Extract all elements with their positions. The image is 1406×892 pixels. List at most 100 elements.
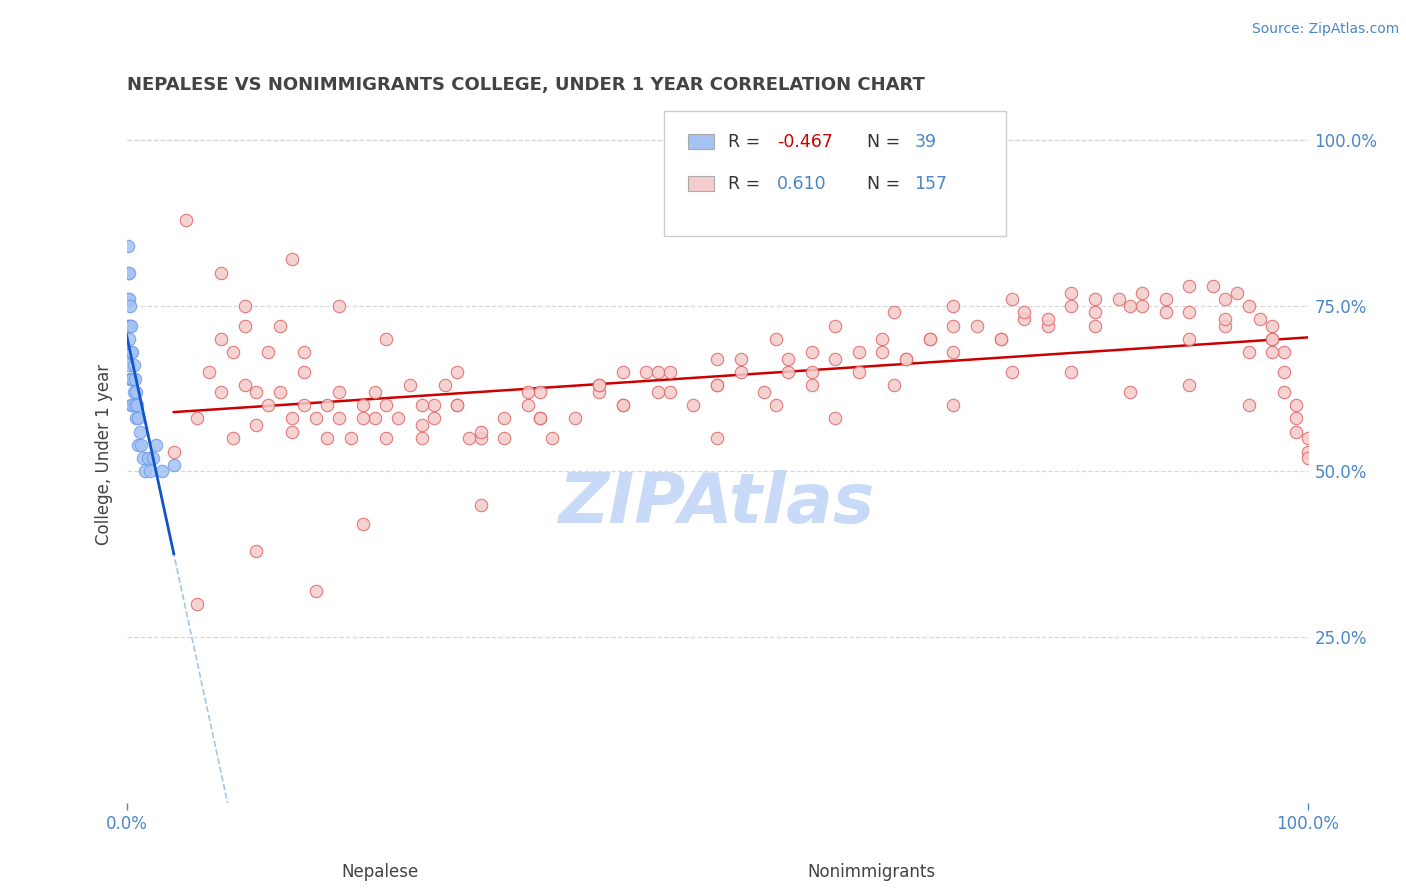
Point	[848, 365, 870, 379]
Point	[1012, 312, 1035, 326]
Point	[942, 345, 965, 359]
Point	[120, 345, 142, 359]
Point	[1036, 318, 1059, 333]
Point	[174, 212, 197, 227]
Point	[446, 365, 468, 379]
Point	[120, 318, 142, 333]
Point	[222, 345, 245, 359]
Point	[269, 318, 291, 333]
Point	[120, 318, 142, 333]
Point	[124, 398, 146, 412]
Point	[765, 332, 787, 346]
Point	[1237, 299, 1260, 313]
Text: Source: ZipAtlas.com: Source: ZipAtlas.com	[1251, 22, 1399, 37]
Point	[658, 365, 681, 379]
Point	[1226, 285, 1249, 300]
Point	[121, 345, 143, 359]
Bar	[688, 176, 713, 191]
Point	[446, 398, 468, 412]
Point	[612, 398, 634, 412]
Point	[128, 425, 150, 439]
Point	[281, 425, 304, 439]
Point	[1084, 292, 1107, 306]
Point	[1272, 384, 1295, 399]
Point	[588, 384, 610, 399]
Point	[434, 378, 457, 392]
Point	[529, 384, 551, 399]
Point	[1012, 305, 1035, 319]
Point	[118, 318, 141, 333]
Point	[990, 332, 1012, 346]
Point	[117, 239, 139, 253]
Point	[281, 411, 304, 425]
Point	[233, 299, 256, 313]
Point	[883, 305, 905, 319]
Point	[257, 398, 280, 412]
Point	[918, 332, 941, 346]
Point	[141, 451, 163, 466]
Point	[136, 451, 159, 466]
Point	[245, 544, 267, 558]
Point	[233, 318, 256, 333]
Text: 157: 157	[914, 175, 948, 193]
Point	[304, 583, 326, 598]
Point	[636, 365, 658, 379]
Point	[122, 359, 145, 373]
Point	[1272, 365, 1295, 379]
Point	[198, 365, 221, 379]
Point	[942, 398, 965, 412]
Point	[186, 597, 208, 611]
Point	[1213, 312, 1236, 326]
Point	[470, 498, 492, 512]
Point	[446, 398, 468, 412]
Point	[257, 345, 280, 359]
Point	[647, 365, 669, 379]
Point	[125, 384, 148, 399]
Point	[800, 378, 823, 392]
Point	[120, 299, 142, 313]
Point	[292, 345, 315, 359]
Point	[411, 418, 433, 433]
Point	[122, 384, 145, 399]
Point	[363, 384, 385, 399]
Point	[1178, 332, 1201, 346]
Point	[117, 318, 139, 333]
Point	[328, 384, 350, 399]
Point	[281, 252, 304, 267]
Point	[765, 398, 787, 412]
Point	[399, 378, 422, 392]
Point	[612, 365, 634, 379]
Point	[540, 431, 562, 445]
Point	[352, 411, 374, 425]
Point	[824, 411, 846, 425]
Point	[127, 438, 149, 452]
Point	[848, 345, 870, 359]
Text: R =: R =	[728, 175, 765, 193]
Point	[706, 378, 728, 392]
Point	[470, 425, 492, 439]
Point	[1130, 299, 1153, 313]
Point	[129, 438, 152, 452]
Point	[363, 411, 385, 425]
Point	[1178, 378, 1201, 392]
Point	[529, 411, 551, 425]
Point	[1154, 292, 1177, 306]
Point	[186, 411, 208, 425]
Text: 0.610: 0.610	[778, 175, 827, 193]
Point	[1108, 292, 1130, 306]
Point	[824, 318, 846, 333]
Point	[1213, 292, 1236, 306]
Point	[233, 378, 256, 392]
Point	[139, 465, 162, 479]
Point	[529, 411, 551, 425]
Text: NEPALESE VS NONIMMIGRANTS COLLEGE, UNDER 1 YEAR CORRELATION CHART: NEPALESE VS NONIMMIGRANTS COLLEGE, UNDER…	[127, 77, 924, 95]
Point	[292, 398, 315, 412]
Point	[127, 411, 149, 425]
Point	[1237, 345, 1260, 359]
Y-axis label: College, Under 1 year: College, Under 1 year	[94, 364, 112, 546]
Point	[1213, 318, 1236, 333]
Point	[387, 411, 409, 425]
Text: -0.467: -0.467	[778, 133, 834, 151]
Point	[1296, 451, 1319, 466]
Point	[245, 418, 267, 433]
